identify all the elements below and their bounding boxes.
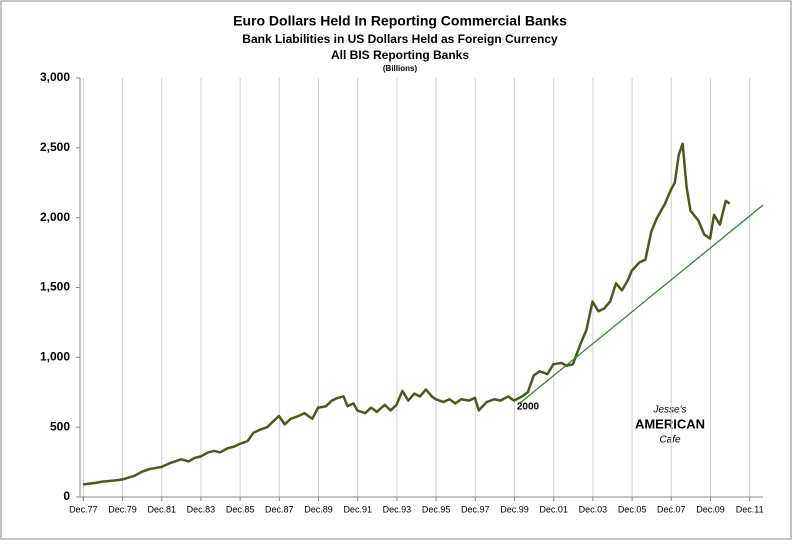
x-tick-label: Dec.99 (500, 504, 529, 514)
x-tick-label: Dec.87 (265, 504, 294, 514)
x-tick-label: Dec.03 (579, 504, 608, 514)
x-tick-label: Dec.89 (304, 504, 333, 514)
x-tick-label: Dec.11 (736, 504, 764, 514)
x-tick-label: Dec.85 (226, 504, 255, 514)
chart-title: Euro Dollars Held In Reporting Commercia… (233, 13, 567, 29)
y-tick-label: 1,000 (40, 350, 70, 364)
x-tick-label: Dec.97 (461, 504, 490, 514)
x-tick-label: Dec.05 (618, 504, 647, 514)
trend-line (519, 204, 763, 404)
logo-text: Jesse's (652, 405, 686, 416)
y-tick-label: 1,500 (40, 280, 70, 294)
y-tick-label: 2,000 (40, 210, 70, 224)
chart-border (0, 0, 792, 540)
x-tick-label: Dec.77 (69, 504, 98, 514)
data-line (82, 142, 731, 486)
chart-subtitle: Bank Liabilities in US Dollars Held as F… (242, 32, 558, 46)
logo: Jesse's AMERICAN Cafe (635, 405, 705, 446)
x-tick-label: Dec.81 (147, 504, 176, 514)
chart-subtitle: (Billions) (383, 64, 418, 73)
x-tick-label: Dec.01 (539, 504, 568, 514)
y-tick-label: 3,000 (40, 70, 70, 84)
chart-subtitle: All BIS Reporting Banks (331, 48, 469, 62)
logo-text: Cafe (659, 435, 681, 446)
y-tick-label: 500 (50, 419, 70, 433)
logo-text: AMERICAN (635, 416, 705, 431)
x-tick-label: Dec.93 (383, 504, 412, 514)
x-tick-label: Dec.79 (108, 504, 137, 514)
x-tick-label: Dec.83 (187, 504, 216, 514)
x-tick-label: Dec.95 (422, 504, 451, 514)
y-tick-label: 2,500 (40, 140, 70, 154)
x-tick-label: Dec.07 (657, 504, 686, 514)
x-tick-label: Dec.91 (343, 504, 372, 514)
trend-label: 2000 (517, 402, 540, 413)
y-tick-label: 0 (63, 489, 70, 503)
x-tick-label: Dec.09 (696, 504, 725, 514)
